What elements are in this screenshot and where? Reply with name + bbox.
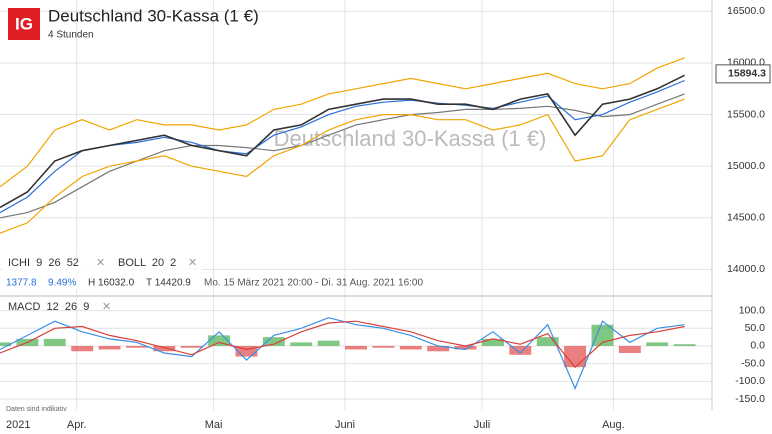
x-tick-label: Mai xyxy=(205,419,223,431)
histogram-bar xyxy=(0,342,11,346)
series-line xyxy=(0,98,685,234)
info-high: H 16032.0 xyxy=(88,278,135,289)
histogram-bar xyxy=(208,335,231,346)
histogram-bar xyxy=(71,345,94,352)
histogram-bar xyxy=(427,345,450,352)
close-icon[interactable]: ✕ xyxy=(188,257,197,269)
histogram-bar xyxy=(372,345,395,348)
series-line xyxy=(0,57,685,188)
logo-text: IG xyxy=(15,14,33,33)
note: Daten sind indikativ xyxy=(6,406,67,413)
info-change: 1377.8 xyxy=(6,278,37,289)
year-label: 2021 xyxy=(6,419,30,431)
series-line xyxy=(0,320,685,369)
y-tick-label: -100.0 xyxy=(735,375,765,387)
indicator-label: MACD 12 26 9 xyxy=(8,301,89,313)
info-change-pct: 9.49% xyxy=(48,278,76,289)
y-tick-label: -150.0 xyxy=(735,393,765,405)
histogram-bar xyxy=(235,345,258,357)
series-line xyxy=(0,74,685,209)
x-tick-label: Apr. xyxy=(67,419,87,431)
close-icon[interactable]: ✕ xyxy=(102,301,111,313)
info-range: Mo. 15 März 2021 20:00 - Di. 31 Aug. 202… xyxy=(204,278,423,289)
close-icon[interactable]: ✕ xyxy=(96,257,105,269)
y-tick-label: 0.0 xyxy=(750,340,765,352)
current-price-box xyxy=(715,64,771,84)
logo xyxy=(8,8,40,40)
histogram-bar xyxy=(262,337,285,346)
series-line xyxy=(0,317,685,390)
histogram-bar xyxy=(673,344,696,346)
histogram-bar xyxy=(481,338,504,346)
histogram-bar xyxy=(646,342,669,346)
current-price-label: 15894.3 xyxy=(728,68,766,80)
histogram-bar xyxy=(98,345,121,350)
indicator-label: BOLL 20 2 xyxy=(118,257,176,269)
histogram-bar xyxy=(536,337,559,346)
legend-bg xyxy=(2,255,202,290)
info-low: T 14420.9 xyxy=(146,278,191,289)
x-tick-label: Aug. xyxy=(602,419,625,431)
histogram-bar xyxy=(345,345,367,350)
histogram-bar xyxy=(153,345,176,352)
histogram-bar xyxy=(618,345,641,354)
histogram-bar xyxy=(125,345,148,348)
y-tick-label: 15000.0 xyxy=(727,160,765,172)
histogram-bar xyxy=(290,342,313,346)
y-tick-label: 14500.0 xyxy=(727,212,765,224)
plot xyxy=(0,57,696,390)
y-tick-label: 50.0 xyxy=(745,322,766,334)
y-tick-label: 100.0 xyxy=(739,304,765,316)
chart-title: Deutschland 30-Kassa (1 €) xyxy=(48,6,259,25)
chart-subtitle: 4 Stunden xyxy=(48,30,94,41)
x-tick-label: Juni xyxy=(335,419,355,431)
histogram-bar xyxy=(43,338,66,346)
indicator-label: ICHI 9 26 52 xyxy=(8,257,79,269)
series-line xyxy=(0,93,685,219)
histogram-bar xyxy=(399,345,422,350)
y-tick-label: 16500.0 xyxy=(727,5,765,17)
y-tick-label: 14000.0 xyxy=(727,263,765,275)
histogram-bar xyxy=(454,345,477,350)
histogram-bar xyxy=(509,345,532,355)
y-tick-label: -50.0 xyxy=(741,357,765,369)
x-tick-label: Juli xyxy=(474,419,491,431)
y-tick-label: 15500.0 xyxy=(727,108,765,120)
histogram-bar xyxy=(564,345,587,368)
histogram-bar xyxy=(180,345,203,348)
histogram-bar xyxy=(317,340,340,346)
